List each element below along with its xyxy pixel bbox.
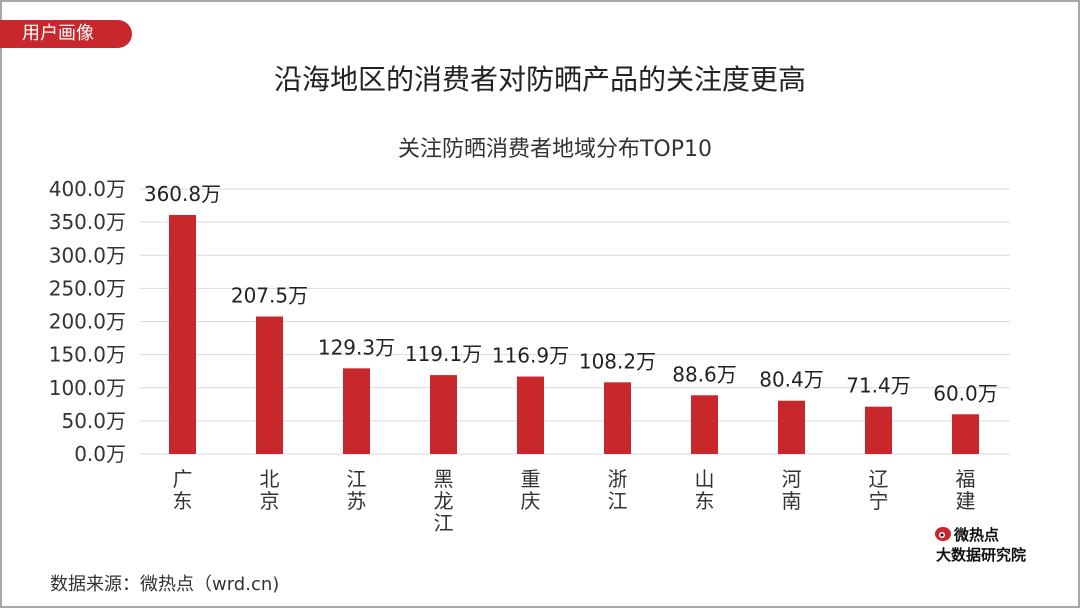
bar (430, 375, 457, 454)
data-label: 207.5万 (231, 284, 308, 308)
x-tick-label: 辽宁 (869, 467, 889, 513)
data-label: 108.2万 (579, 349, 656, 373)
bar (778, 400, 805, 454)
bar (691, 395, 718, 454)
data-label: 80.4万 (759, 368, 824, 392)
x-tick-label: 福建 (956, 467, 976, 513)
x-tick-label: 北京 (260, 467, 280, 513)
x-tick-label: 黑龙江 (434, 467, 454, 535)
bar (865, 406, 892, 454)
data-label: 88.6万 (672, 362, 737, 386)
logo-text-brand: 微热点 (954, 526, 1000, 544)
x-tick-label: 浙江 (608, 467, 628, 513)
y-tick-label: 150.0万 (49, 343, 126, 367)
bar (256, 316, 283, 454)
y-tick-label: 100.0万 (49, 376, 126, 400)
logo-mark-icon (935, 527, 951, 541)
x-tick-label: 重庆 (521, 467, 541, 513)
weirediandian-logo: 微热点 大数据研究院 (932, 522, 1042, 564)
data-label: 116.9万 (492, 344, 569, 368)
bar (343, 368, 370, 454)
y-tick-label: 250.0万 (49, 276, 126, 300)
logo-text-institute: 大数据研究院 (936, 546, 1027, 564)
page-title: 沿海地区的消费者对防晒产品的关注度更高 (273, 63, 806, 96)
section-tag: 用户画像 (0, 20, 132, 48)
bar (604, 382, 631, 454)
y-tick-label: 50.0万 (61, 409, 126, 433)
bar (517, 376, 544, 454)
x-tick-label: 广东 (173, 467, 193, 513)
y-tick-label: 200.0万 (49, 310, 126, 334)
data-label: 129.3万 (318, 335, 395, 359)
y-tick-label: 0.0万 (74, 442, 126, 466)
bar (169, 214, 196, 454)
y-tick-label: 300.0万 (49, 243, 126, 267)
x-tick-label: 江苏 (347, 467, 367, 513)
data-label: 360.8万 (144, 182, 221, 206)
x-tick-label: 河南 (782, 467, 802, 513)
y-tick-label: 400.0万 (49, 177, 126, 201)
x-tick-label: 山东 (695, 467, 715, 513)
bar (952, 414, 979, 454)
chart-title: 关注防晒消费者地域分布TOP10 (397, 137, 713, 162)
y-tick-label: 350.0万 (49, 210, 126, 234)
data-label: 60.0万 (933, 381, 998, 405)
data-label: 71.4万 (846, 374, 911, 398)
data-source: 数据来源：微热点（wrd.cn) (50, 574, 280, 595)
data-label: 119.1万 (405, 342, 482, 366)
